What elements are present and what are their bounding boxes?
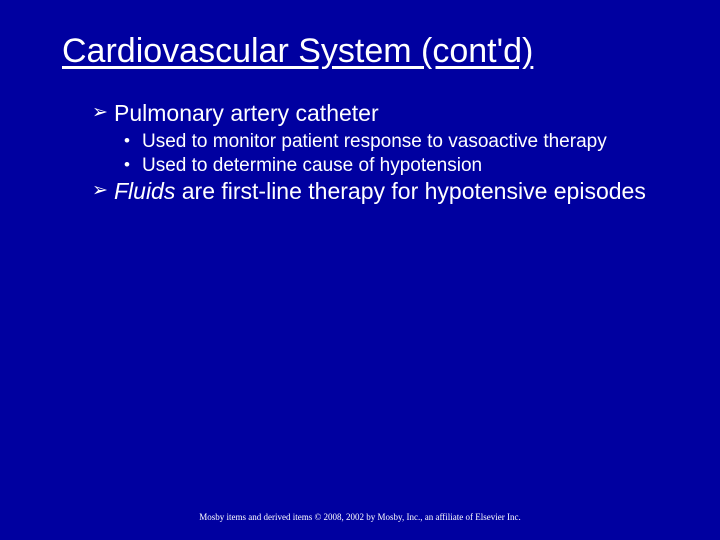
- dot-bullet-icon: •: [124, 154, 142, 176]
- slide: Cardiovascular System (cont'd) ➢ Pulmona…: [0, 0, 720, 540]
- bullet-level1: ➢ Fluids are first-line therapy for hypo…: [92, 177, 670, 206]
- slide-content: ➢ Pulmonary artery catheter • Used to mo…: [62, 99, 670, 206]
- arrow-bullet-icon: ➢: [92, 177, 114, 205]
- bullet-text: Used to determine cause of hypotension: [142, 154, 670, 178]
- slide-footer: Mosby items and derived items © 2008, 20…: [0, 512, 720, 522]
- bullet-text: Used to monitor patient response to vaso…: [142, 130, 670, 154]
- bullet-text-rest: are first-line therapy for hypotensive e…: [175, 178, 645, 204]
- dot-bullet-icon: •: [124, 130, 142, 152]
- bullet-text: Fluids are first-line therapy for hypote…: [114, 177, 670, 206]
- bullet-text: Pulmonary artery catheter: [114, 99, 670, 128]
- slide-title: Cardiovascular System (cont'd): [62, 32, 670, 71]
- bullet-level2: • Used to monitor patient response to va…: [124, 130, 670, 154]
- bullet-level2: • Used to determine cause of hypotension: [124, 154, 670, 178]
- italic-lead: Fluids: [114, 178, 175, 204]
- arrow-bullet-icon: ➢: [92, 99, 114, 127]
- bullet-level1: ➢ Pulmonary artery catheter: [92, 99, 670, 128]
